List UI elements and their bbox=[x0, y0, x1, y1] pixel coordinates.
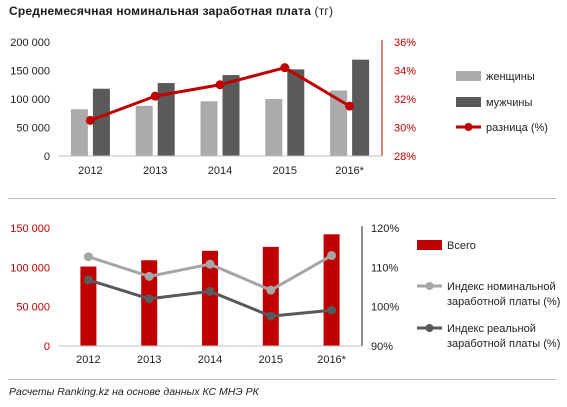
chart1-legend-label: мужчины bbox=[486, 97, 532, 109]
chart2-series-point bbox=[144, 294, 154, 304]
section-divider bbox=[8, 198, 556, 199]
chart2-y-tick-label: 150 000 bbox=[10, 223, 50, 235]
chart1-legend-label: разница (%) bbox=[486, 122, 548, 134]
chart2-series-point bbox=[83, 252, 93, 262]
chart1-bar bbox=[222, 75, 240, 156]
chart2-y2-tick-label: 110% bbox=[371, 262, 399, 274]
chart2-x-tick-label: 2015 bbox=[259, 354, 283, 366]
chart1-legend-swatch bbox=[456, 71, 481, 81]
chart2-series-point bbox=[144, 271, 154, 281]
chart1-bar bbox=[92, 88, 110, 156]
chart1-series-point bbox=[150, 91, 160, 101]
chart2-x-tick-label: 2014 bbox=[198, 354, 222, 366]
chart1-y-tick-label: 150 000 bbox=[10, 66, 50, 78]
chart2-y-tick-label: 100 000 bbox=[10, 262, 50, 274]
chart1-bar bbox=[352, 59, 370, 156]
chart1-y-tick-label: 0 bbox=[44, 151, 50, 163]
chart-title-main: Среднемесячная номинальная заработная пл… bbox=[9, 4, 311, 18]
chart2-legend-swatch bbox=[417, 240, 442, 250]
chart1-legend-swatch-marker bbox=[464, 123, 473, 131]
chart1-series-point bbox=[215, 80, 225, 90]
chart1-x-tick-label: 2013 bbox=[143, 165, 167, 177]
chart1-x-tick-label: 2014 bbox=[208, 165, 232, 177]
chart1-bar bbox=[157, 83, 175, 156]
chart2-series-point bbox=[205, 259, 215, 269]
chart1-bar bbox=[70, 109, 88, 156]
chart1-series-point bbox=[345, 101, 355, 111]
chart2-bar bbox=[323, 234, 340, 346]
chart2-bar bbox=[80, 266, 97, 346]
chart1-y2-tick-label: 34% bbox=[394, 66, 416, 78]
chart2-y2-tick-label: 120% bbox=[371, 223, 399, 235]
chart2-series-point bbox=[327, 305, 337, 315]
chart1-series-point bbox=[280, 63, 290, 73]
chart1-bar bbox=[200, 101, 218, 156]
chart1-y-tick-label: 50 000 bbox=[16, 123, 50, 135]
chart1-series-point bbox=[85, 115, 95, 125]
chart2-x-tick-label: 2013 bbox=[137, 354, 161, 366]
chart2-legend-label: Всего bbox=[447, 240, 476, 252]
chart2-y2-tick-label: 90% bbox=[371, 341, 393, 353]
chart1-y-tick-label: 200 000 bbox=[10, 37, 50, 49]
chart1-series-line bbox=[89, 66, 351, 122]
chart2-legend-swatch-marker bbox=[425, 282, 434, 290]
chart2-bar bbox=[262, 246, 279, 346]
chart1-x-tick-label: 2016* bbox=[335, 165, 364, 177]
chart1-y2-tick-label: 28% bbox=[394, 151, 416, 163]
chart2-series-point bbox=[205, 286, 215, 296]
chart1-bar bbox=[287, 69, 305, 156]
chart1-legend-swatch bbox=[456, 97, 481, 107]
chart2-series-point bbox=[266, 311, 276, 321]
chart1-legend-label: женщины bbox=[486, 71, 535, 83]
chart2-bar bbox=[202, 250, 218, 346]
chart2-legend-label: Индекс номинальной bbox=[447, 281, 556, 293]
caption-divider bbox=[8, 379, 556, 380]
chart2-legend-label: заработной платы (%) bbox=[447, 296, 560, 308]
chart1-x-tick-label: 2015 bbox=[273, 165, 297, 177]
chart1-y-tick-label: 100 000 bbox=[10, 94, 50, 106]
chart2-legend-swatch-marker bbox=[425, 324, 434, 332]
chart2-legend-label: заработной платы (%) bbox=[447, 338, 560, 350]
chart2-series-point bbox=[83, 275, 93, 285]
chart2-series-point bbox=[266, 285, 276, 295]
chart-title-unit: (тг) bbox=[314, 4, 334, 18]
chart1-bar bbox=[135, 105, 153, 156]
chart1-y2-tick-label: 32% bbox=[394, 94, 416, 106]
chart2-y2-tick-label: 100% bbox=[371, 302, 399, 314]
chart2-x-tick-label: 2012 bbox=[76, 354, 100, 366]
chart2-y-tick-label: 50 000 bbox=[16, 302, 50, 314]
chart1-bar bbox=[330, 90, 348, 156]
chart2-x-tick-label: 2016* bbox=[317, 354, 346, 366]
chart1-x-tick-label: 2012 bbox=[78, 165, 102, 177]
chart1-y2-tick-label: 36% bbox=[394, 37, 416, 49]
chart2-legend-label: Индекс реальной bbox=[447, 323, 536, 335]
chart1-bar bbox=[265, 99, 283, 156]
chart2-series-point bbox=[327, 251, 337, 261]
source-caption: Расчеты Ranking.kz на основе данных КС М… bbox=[9, 386, 259, 398]
chart2-y-tick-label: 0 bbox=[44, 341, 50, 353]
chart-title: Среднемесячная номинальная заработная пл… bbox=[9, 4, 333, 18]
chart1-y2-tick-label: 30% bbox=[394, 123, 416, 135]
